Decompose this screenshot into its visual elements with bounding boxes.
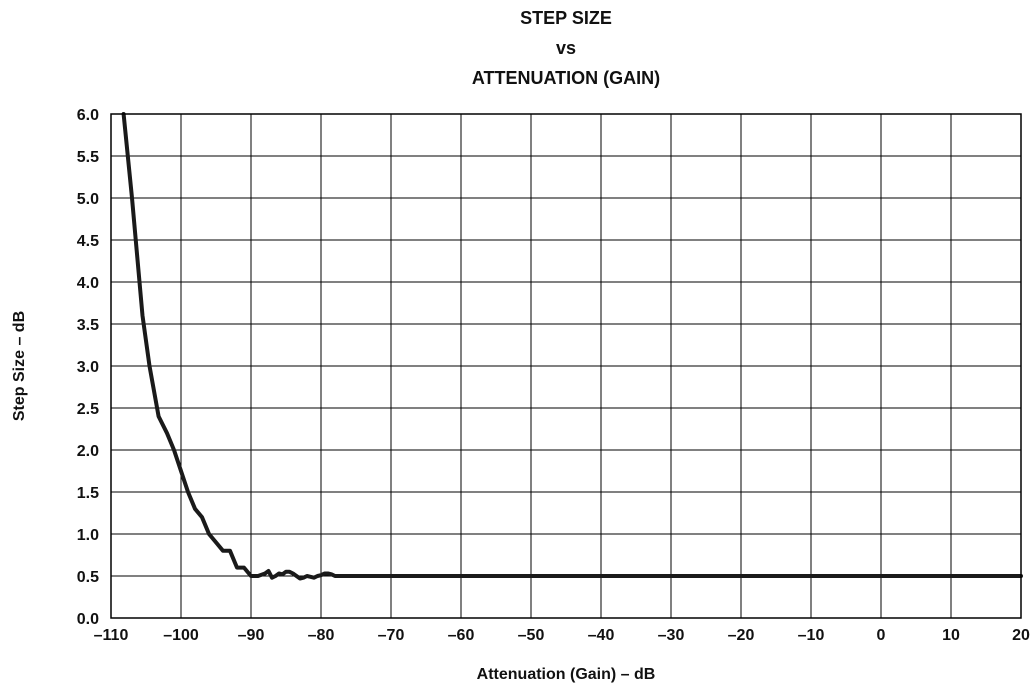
- y-tick-label: 3.0: [77, 359, 99, 376]
- x-tick-label: –10: [798, 627, 825, 644]
- x-tick-label: 20: [1012, 627, 1030, 644]
- y-tick-label: 0.5: [77, 569, 99, 586]
- chart-title-line-3: ATTENUATION (GAIN): [472, 68, 660, 88]
- y-tick-label: 1.0: [77, 527, 99, 544]
- x-axis-label: Attenuation (Gain) – dB: [477, 666, 656, 683]
- grid-lines: [110, 113, 1022, 619]
- y-tick-label: 5.5: [77, 149, 99, 166]
- x-tick-label: –50: [518, 627, 545, 644]
- x-tick-label: 0: [877, 627, 886, 644]
- series-line: [121, 112, 1023, 581]
- x-tick-label: –30: [658, 627, 685, 644]
- x-tick-label: –100: [163, 627, 199, 644]
- chart-title: STEP SIZE vs ATTENUATION (GAIN): [472, 8, 660, 88]
- y-tick-label: 5.0: [77, 191, 99, 208]
- y-tick-label: 2.0: [77, 443, 99, 460]
- x-tick-label: –90: [238, 627, 265, 644]
- x-axis-ticks: –110 –100 –90 –80 –70 –60 –50 –40 –30 –20 –10 0 10 20: [94, 627, 1030, 644]
- x-tick-label: –70: [378, 627, 405, 644]
- x-tick-label: –110: [94, 627, 129, 644]
- x-tick-label: –80: [308, 627, 335, 644]
- x-tick-label: –60: [448, 627, 475, 644]
- y-axis-label: Step Size – dB: [11, 311, 28, 421]
- y-tick-label: 6.0: [77, 107, 99, 124]
- y-axis-ticks: 0.0 0.5 1.0 1.5 2.0 2.5 3.0 3.5 4.0 4.5 5.0 5.5 6.0: [77, 107, 99, 628]
- y-tick-label: 0.0: [77, 611, 99, 628]
- chart-title-line-2: vs: [556, 38, 576, 58]
- y-tick-label: 2.5: [77, 401, 99, 418]
- series-group: [121, 112, 1023, 581]
- plot-frame: [110, 113, 1022, 619]
- y-tick-label: 1.5: [77, 485, 99, 502]
- x-tick-label: 10: [942, 627, 960, 644]
- y-tick-label: 3.5: [77, 317, 99, 334]
- y-tick-label: 4.5: [77, 233, 99, 250]
- y-tick-label: 4.0: [77, 275, 99, 292]
- x-tick-label: –20: [728, 627, 755, 644]
- chart-title-line-1: STEP SIZE: [520, 8, 612, 28]
- x-tick-label: –40: [588, 627, 615, 644]
